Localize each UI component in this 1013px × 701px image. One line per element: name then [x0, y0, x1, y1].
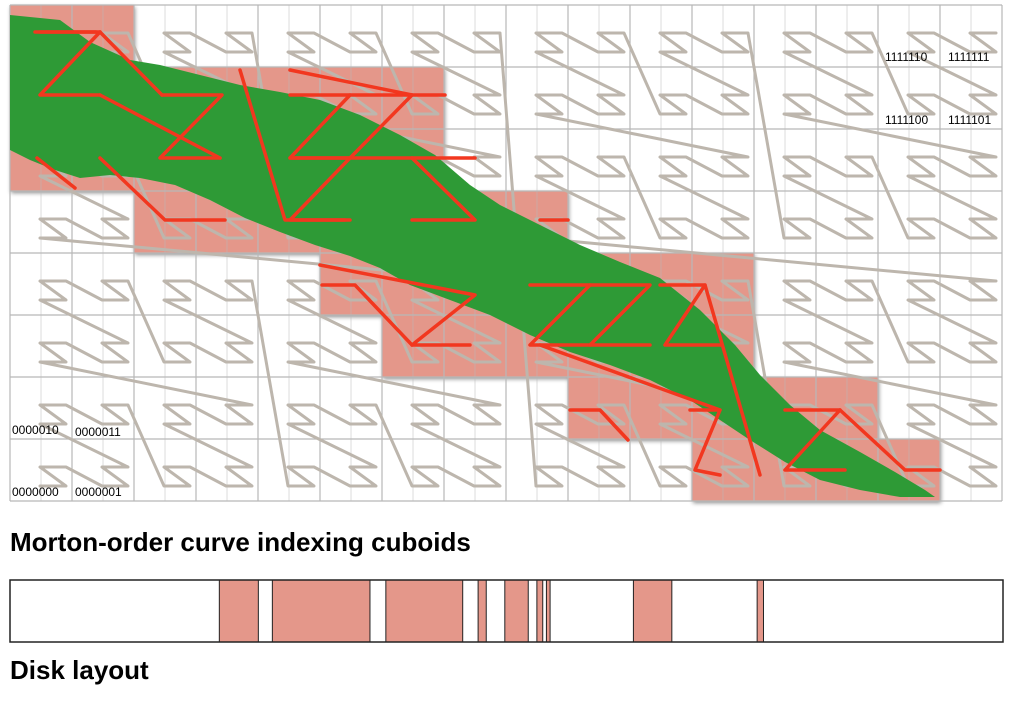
curve-segment	[98, 30, 164, 97]
cell-code-labels: 1111110 1111111 1111100 1111101 0000010 …	[12, 50, 991, 499]
curve-segment	[98, 93, 222, 160]
cell-code-label: 0000010	[12, 423, 59, 437]
cell-code-label: 1111110	[885, 50, 928, 64]
disk-segment	[504, 579, 529, 643]
curve-segment	[35, 156, 77, 190]
curve-segment	[288, 156, 352, 222]
disk-segment	[218, 579, 259, 643]
curve-segment	[838, 408, 942, 472]
curve-segment	[348, 93, 414, 160]
cell-code-label: 1111111	[948, 50, 990, 64]
curve-segment	[588, 283, 652, 347]
disk-segment	[756, 579, 764, 643]
morton-curve-caption: Morton-order curve indexing cuboids	[10, 527, 471, 557]
data-region	[10, 15, 935, 497]
cell-code-label: 0000011	[75, 425, 121, 439]
curve-segment	[98, 156, 227, 222]
curve-segment	[568, 408, 630, 442]
disk-layout-bar	[9, 579, 1004, 643]
cell-code-label: 1111100	[885, 113, 928, 127]
curve-segment	[158, 93, 224, 160]
curve-segment	[783, 408, 847, 472]
curve-segment	[688, 408, 722, 477]
curve-segment	[288, 68, 414, 97]
disk-selected-segments	[218, 579, 764, 643]
curve-segment	[410, 156, 477, 222]
curve-segment	[538, 343, 722, 412]
curve-segment	[703, 283, 762, 477]
cell-code-label: 1111101	[948, 113, 991, 127]
morton-curve-selected	[33, 30, 942, 477]
disk-segment	[271, 579, 371, 643]
curve-segment	[318, 263, 477, 347]
cell-code-label: 0000001	[75, 485, 122, 499]
disk-segment	[536, 579, 544, 643]
disk-segment	[477, 579, 487, 643]
disk-segment	[385, 579, 464, 643]
curve-segment	[320, 283, 414, 347]
curve-segment	[528, 283, 592, 347]
curve-segment	[658, 283, 724, 347]
disk-segment	[632, 579, 673, 643]
cell-code-label: 0000000	[12, 485, 59, 499]
disk-layout-caption: Disk layout	[10, 655, 149, 685]
disk-bar-outline	[9, 579, 1004, 643]
disk-segment	[545, 579, 551, 643]
